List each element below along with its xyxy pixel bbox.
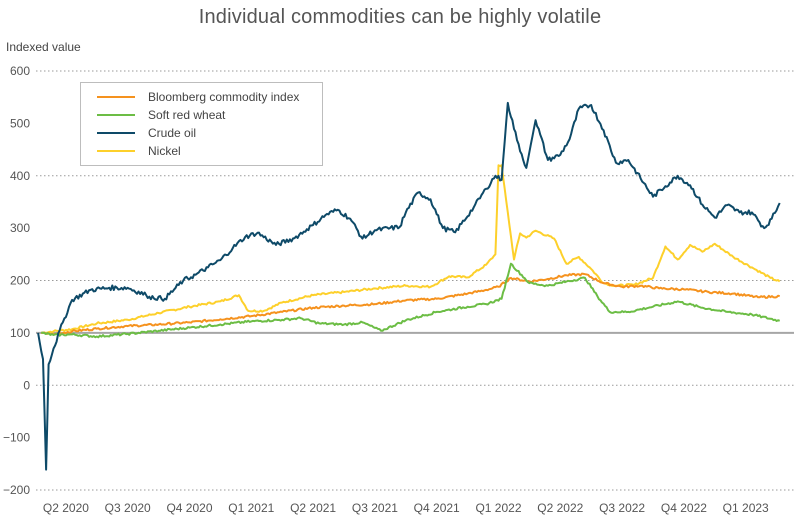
series-line-bloomberg-commodity-index [41,272,780,336]
y-tick-label: 0 [23,378,30,392]
y-tick-label: −100 [3,431,30,445]
series-line-crude-oil [37,101,781,471]
legend-label: Nickel [148,144,181,158]
legend: Bloomberg commodity index Soft red wheat… [80,82,323,166]
legend-swatch [97,150,135,152]
y-tick-label: 600 [10,64,30,78]
x-tick-label: Q3 2022 [599,501,645,515]
legend-label: Bloomberg commodity index [148,90,300,104]
y-tick-label: −200 [3,483,30,497]
series-lines [37,101,781,471]
y-tick-label: 400 [10,169,30,183]
y-axis-label: Indexed value [6,40,81,54]
x-tick-label: Q1 2022 [475,501,521,515]
legend-label: Crude oil [148,126,197,140]
chart-title: Individual commodities can be highly vol… [198,6,602,28]
legend-item-bloomberg: Bloomberg commodity index [97,89,299,105]
y-tick-label: 500 [10,116,30,130]
y-tick-label: 300 [10,221,30,235]
legend-swatch [97,114,135,116]
legend-label: Soft red wheat [148,108,226,122]
y-tick-label: 100 [10,326,30,340]
x-tick-label: Q4 2021 [414,501,460,515]
y-axis-ticks: 600 500 400 300 200 100 0 −100 −200 [3,64,30,497]
y-tick-label: 200 [10,274,30,288]
x-tick-label: Q4 2022 [661,501,707,515]
legend-swatch [97,132,135,134]
x-tick-label: Q1 2021 [228,501,274,515]
series-line-soft-red-wheat [41,262,781,339]
x-axis-ticks: Q2 2020 Q3 2020 Q4 2020 Q1 2021 Q2 2021 Q3 20… [43,501,769,515]
legend-item-nickel: Nickel [97,143,181,159]
x-tick-label: Q4 2020 [166,501,212,515]
x-tick-label: Q2 2021 [290,501,336,515]
x-tick-label: Q1 2023 [723,501,769,515]
legend-swatch [97,96,135,98]
legend-item-wheat: Soft red wheat [97,107,225,123]
x-tick-label: Q2 2020 [43,501,89,515]
series-line-nickel [41,164,781,335]
x-tick-label: Q3 2021 [352,501,398,515]
x-tick-label: Q2 2022 [537,501,583,515]
legend-item-crude-oil: Crude oil [97,125,196,141]
x-tick-label: Q3 2020 [105,501,151,515]
